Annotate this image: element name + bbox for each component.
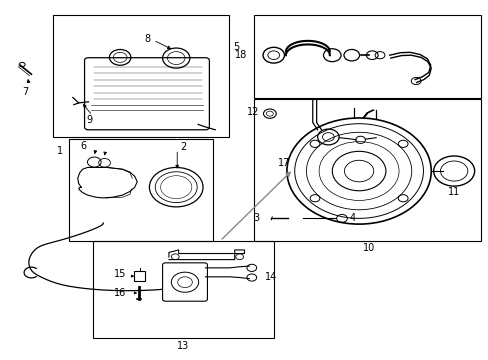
Text: 15: 15 — [114, 269, 126, 279]
Text: 14: 14 — [264, 272, 277, 282]
Text: 8: 8 — [143, 34, 150, 44]
Text: 11: 11 — [447, 187, 459, 197]
Text: 6: 6 — [80, 141, 86, 151]
Text: 5: 5 — [233, 42, 239, 52]
Text: 16: 16 — [114, 288, 126, 298]
Bar — [53, 15, 228, 137]
Bar — [93, 241, 273, 338]
Bar — [134, 271, 145, 281]
Bar — [254, 99, 480, 241]
Text: 10: 10 — [362, 243, 374, 253]
Text: 4: 4 — [348, 213, 355, 223]
Text: 1: 1 — [57, 146, 63, 156]
Text: 2: 2 — [180, 142, 186, 152]
Text: 3: 3 — [252, 213, 259, 223]
Text: 13: 13 — [177, 341, 189, 351]
Bar — [254, 15, 480, 98]
Text: 17: 17 — [277, 158, 289, 168]
Text: 9: 9 — [86, 115, 92, 125]
Text: 12: 12 — [246, 107, 259, 117]
Text: 18: 18 — [234, 50, 246, 60]
Text: 7: 7 — [22, 87, 28, 97]
Bar — [69, 139, 212, 241]
